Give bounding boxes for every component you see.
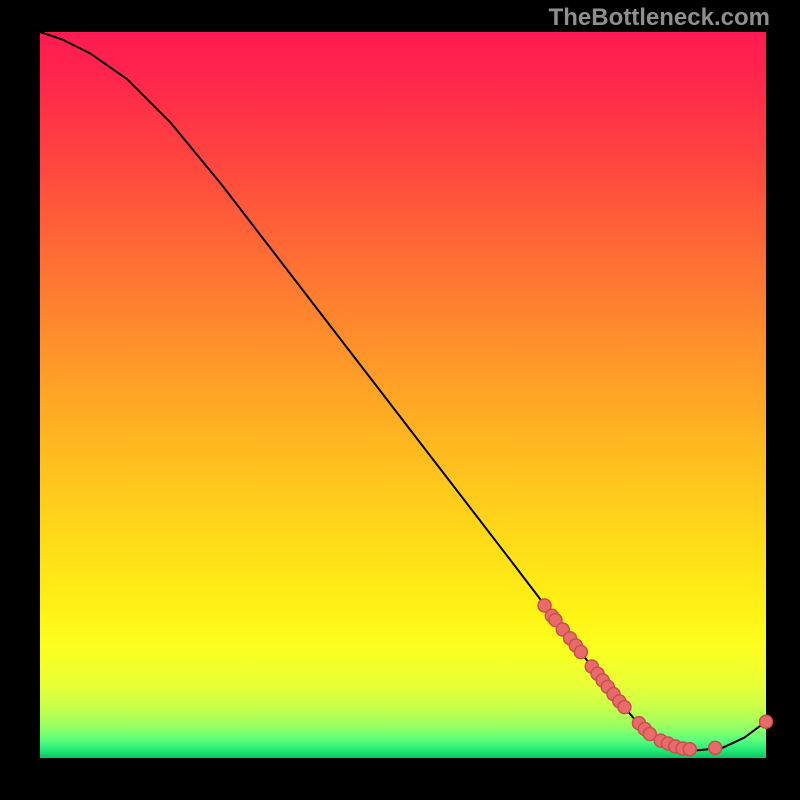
bottleneck-curve-chart — [0, 0, 800, 800]
data-marker — [574, 646, 587, 659]
data-marker — [618, 701, 631, 714]
data-marker — [760, 715, 773, 728]
data-marker — [683, 743, 696, 756]
chart-stage: TheBottleneck.com — [0, 0, 800, 800]
watermark-text: TheBottleneck.com — [549, 4, 770, 32]
data-marker — [709, 741, 722, 754]
gradient-background — [40, 32, 766, 758]
